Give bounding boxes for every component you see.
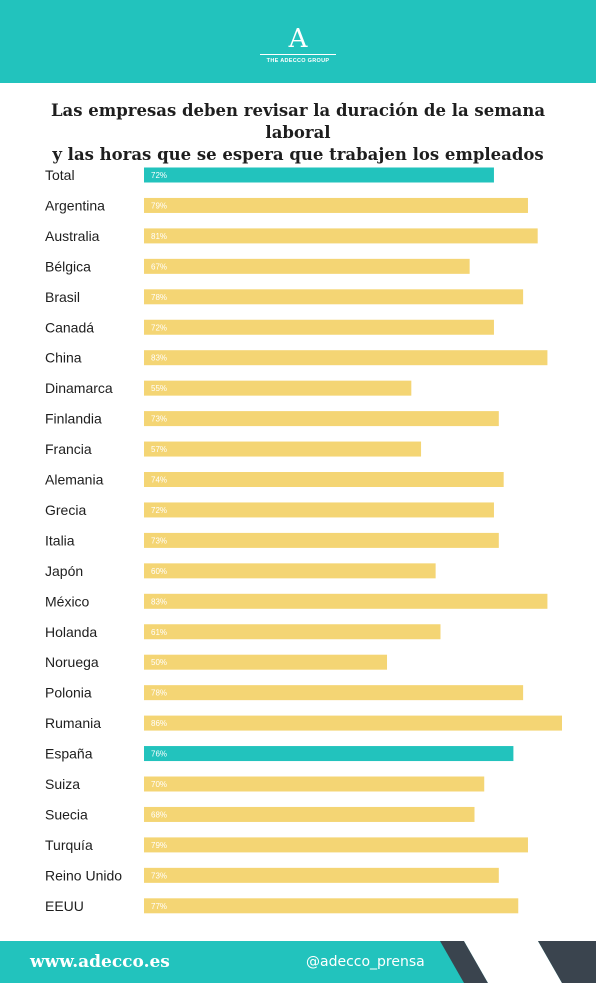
footer-stripes-decoration — [440, 941, 596, 983]
value-label-argentina: 79% — [151, 201, 167, 210]
category-label-holanda: Holanda — [45, 624, 97, 640]
bar-suecia — [144, 806, 475, 822]
category-label-finlandia: Finlandia — [45, 411, 102, 427]
category-label-alemania: Alemania — [45, 472, 104, 488]
social-handle-link[interactable]: @adecco_prensa — [306, 954, 425, 970]
category-label-canada: Canadá — [45, 319, 94, 335]
value-label-brasil: 78% — [151, 293, 167, 302]
value-label-dinamarca: 55% — [151, 384, 167, 393]
value-label-polonia: 78% — [151, 689, 167, 698]
bar-suiza — [144, 776, 485, 792]
category-label-suiza: Suiza — [45, 776, 80, 792]
value-label-mexico: 83% — [151, 597, 167, 606]
value-label-reino-unido: 73% — [151, 871, 167, 880]
bar-canada — [144, 319, 494, 335]
category-label-grecia: Grecia — [45, 502, 86, 518]
value-label-suecia: 68% — [151, 810, 167, 819]
category-label-rumania: Rumania — [45, 715, 101, 731]
logo-divider — [260, 54, 336, 55]
category-label-total: Total — [45, 167, 75, 183]
bar-italia — [144, 532, 499, 548]
bar-alemania — [144, 472, 504, 487]
category-label-espana: España — [45, 746, 93, 762]
category-label-polonia: Polonia — [45, 685, 92, 701]
bar-noruega — [144, 654, 388, 670]
adecco-logo-text: THE ADECCO GROUP — [266, 58, 330, 64]
bar-dinamarca — [144, 380, 412, 396]
category-label-mexico: México — [45, 593, 90, 609]
value-label-noruega: 50% — [151, 658, 167, 667]
footer-bar: www.adecco.es @adecco_prensa — [0, 941, 596, 983]
category-label-italia: Italia — [45, 532, 75, 548]
category-label-suecia: Suecia — [45, 806, 88, 822]
website-link[interactable]: www.adecco.es — [30, 952, 170, 972]
bar-francia — [144, 441, 422, 457]
value-label-francia: 57% — [151, 445, 167, 454]
bar-china — [144, 350, 548, 366]
category-label-reino-unido: Reino Unido — [45, 867, 122, 883]
adecco-logo-mark: A — [288, 24, 308, 54]
bar-holanda — [144, 624, 441, 640]
bar-grecia — [144, 502, 494, 518]
header-bar: A THE ADECCO GROUP — [0, 0, 596, 83]
value-label-belgica: 67% — [151, 262, 167, 271]
bar-reino-unido — [144, 867, 499, 883]
category-label-francia: Francia — [45, 441, 92, 457]
bar-rumania — [144, 715, 562, 731]
category-label-dinamarca: Dinamarca — [45, 380, 113, 396]
value-label-total: 72% — [151, 171, 167, 180]
bar-espana — [144, 746, 514, 762]
value-label-finlandia: 73% — [151, 415, 167, 424]
value-label-grecia: 72% — [151, 506, 167, 515]
category-label-noruega: Noruega — [45, 654, 99, 670]
bar-mexico — [144, 593, 548, 609]
category-label-australia: Australia — [45, 228, 100, 244]
bar-belgica — [144, 258, 470, 274]
value-label-eeuu: 77% — [151, 902, 167, 911]
value-label-rumania: 86% — [151, 719, 167, 728]
value-label-japon: 60% — [151, 567, 167, 576]
bar-polonia — [144, 685, 524, 701]
value-label-suiza: 70% — [151, 780, 167, 789]
bar-australia — [144, 228, 538, 244]
category-label-china: China — [45, 350, 82, 366]
value-label-alemania: 74% — [151, 476, 167, 485]
category-label-eeuu: EEUU — [45, 898, 84, 914]
category-label-japon: Japón — [45, 563, 83, 579]
category-label-brasil: Brasil — [45, 289, 80, 305]
bar-brasil — [144, 289, 524, 305]
bar-finlandia — [144, 411, 499, 427]
value-label-espana: 76% — [151, 750, 167, 759]
value-label-australia: 81% — [151, 232, 167, 241]
category-label-argentina: Argentina — [45, 197, 105, 213]
adecco-logo[interactable]: A THE ADECCO GROUP — [258, 26, 338, 70]
bar-turquia — [144, 837, 528, 853]
value-label-italia: 73% — [151, 536, 167, 545]
value-label-turquia: 79% — [151, 841, 167, 850]
bar-argentina — [144, 197, 528, 213]
chart-title: Las empresas deben revisar la duración d… — [30, 100, 566, 166]
category-label-belgica: Bélgica — [45, 258, 91, 274]
value-label-canada: 72% — [151, 323, 167, 332]
chart-title-line-2: y las horas que se espera que trabajen l… — [52, 145, 544, 164]
value-label-china: 83% — [151, 354, 167, 363]
bar-japon — [144, 563, 436, 579]
category-label-turquia: Turquía — [45, 837, 93, 853]
bar-total — [144, 167, 494, 183]
bar-eeuu — [144, 898, 519, 914]
chart-title-line-1: Las empresas deben revisar la duración d… — [50, 101, 546, 142]
value-label-holanda: 61% — [151, 628, 167, 637]
